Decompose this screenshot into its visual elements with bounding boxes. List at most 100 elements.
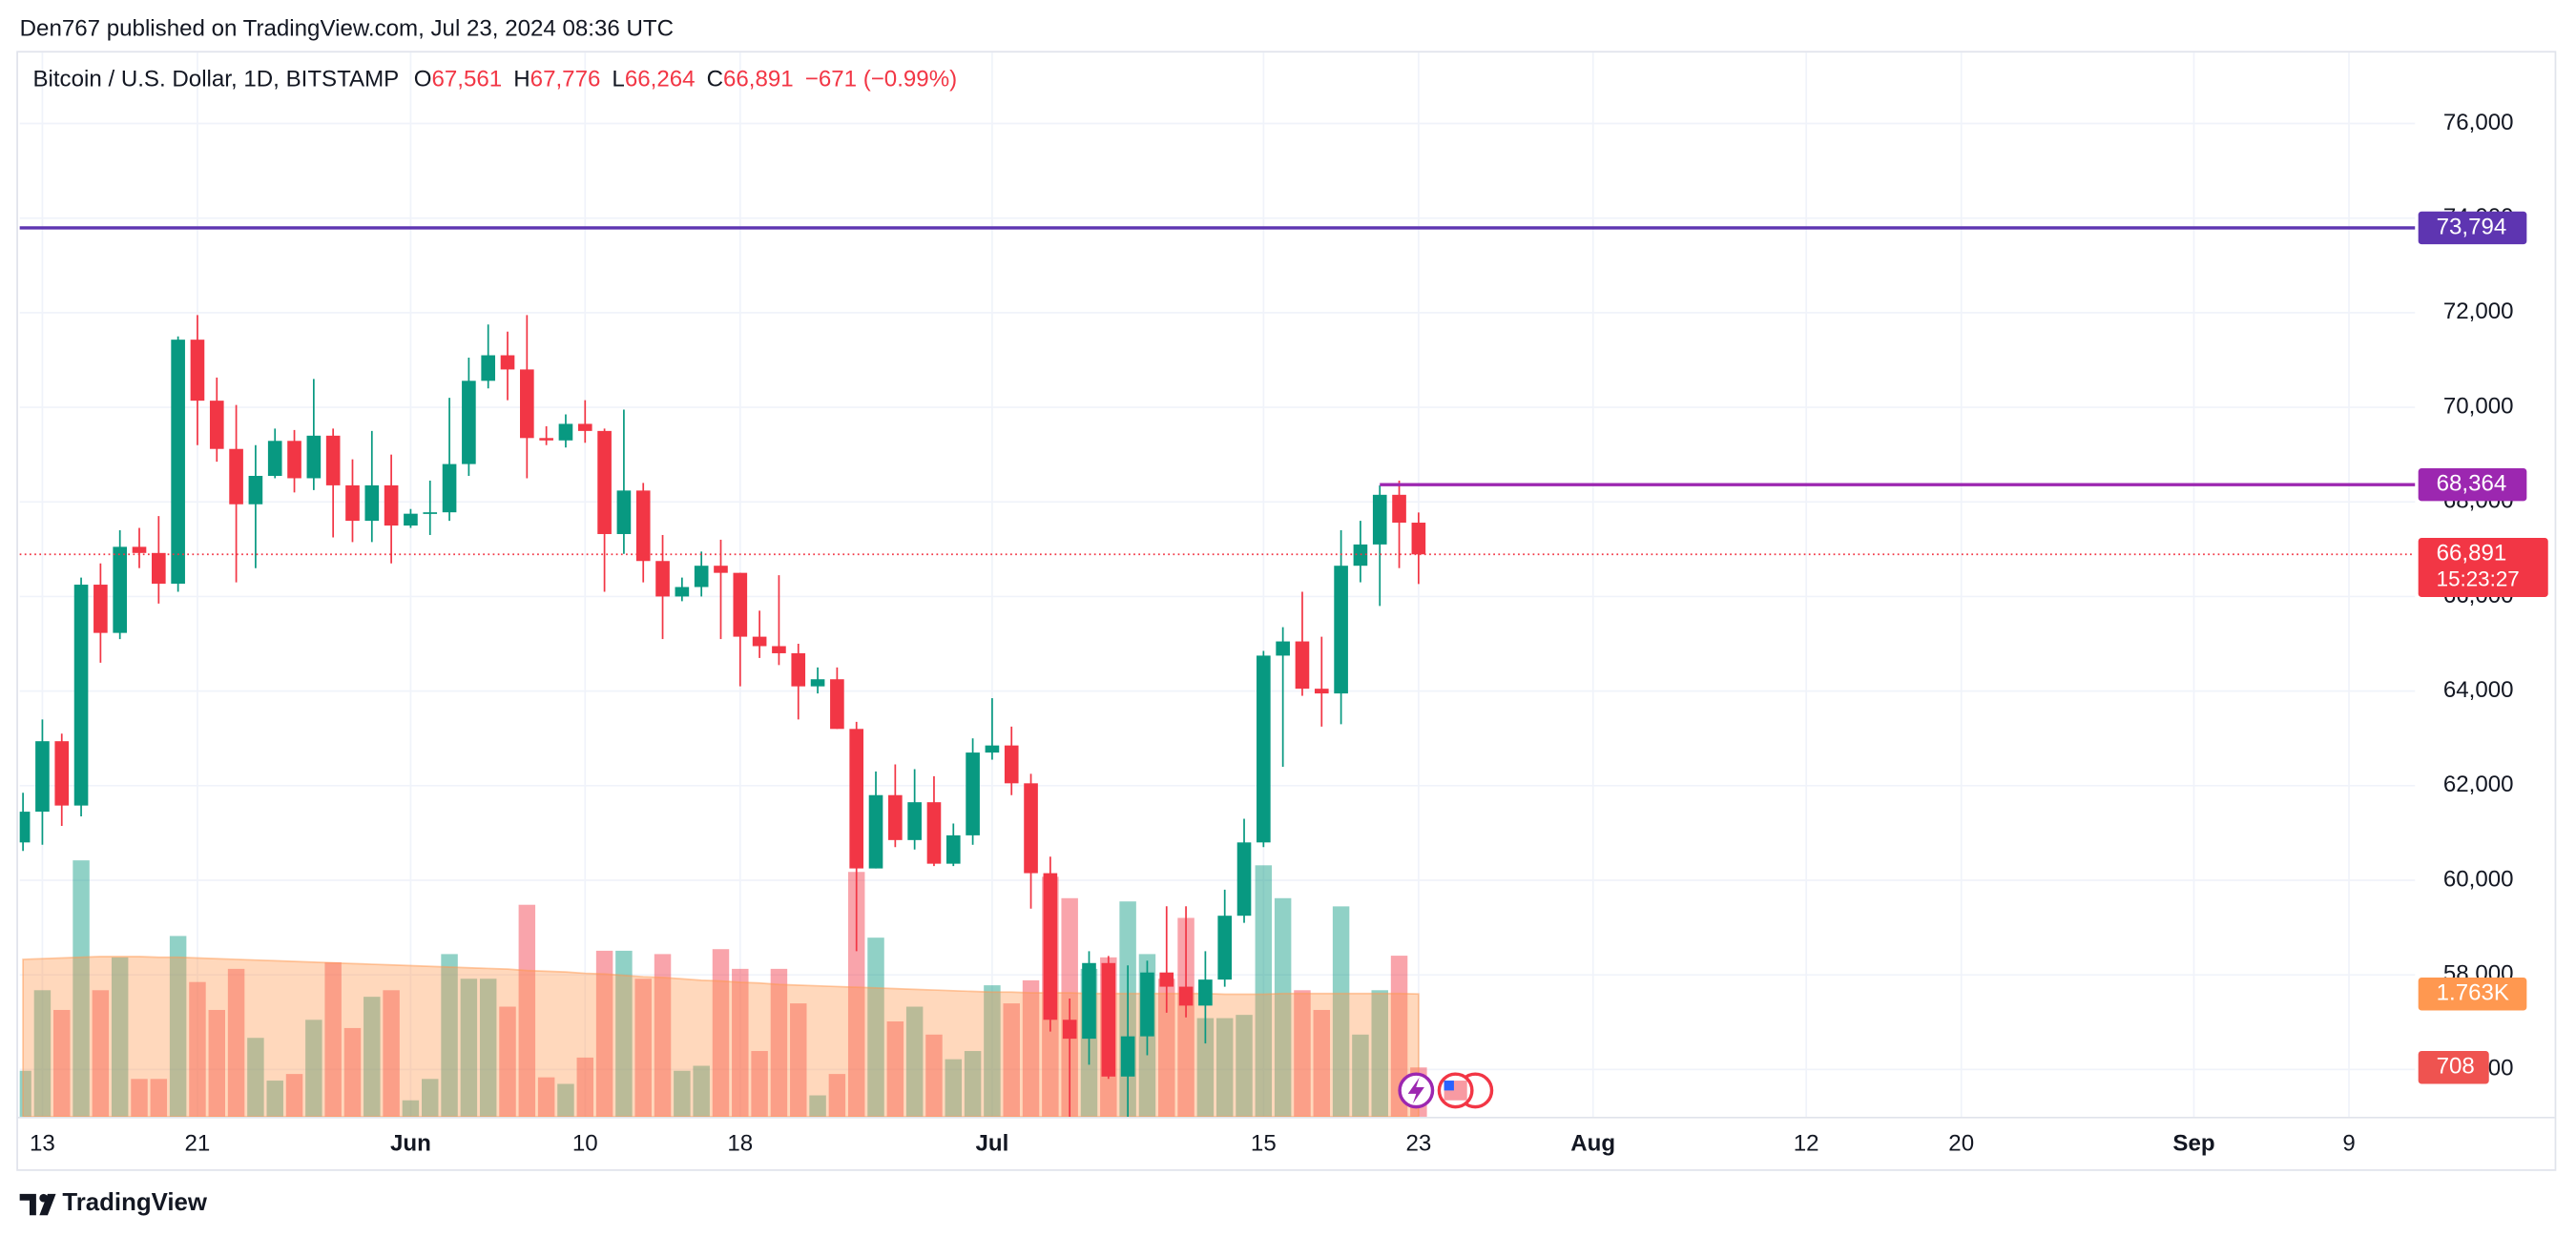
candle-body (19, 812, 31, 843)
levels (19, 226, 2416, 556)
header: Den767 published on TradingView.com, Jul… (20, 15, 674, 41)
candle-body (1372, 494, 1387, 545)
volume-bar (615, 950, 633, 1117)
volume-bar (712, 949, 730, 1117)
candle-body (287, 441, 301, 479)
x-tick-label: Aug (1570, 1131, 1615, 1157)
volume-bar (576, 1057, 594, 1117)
last-price-box (2418, 538, 2548, 598)
volume-bar (1390, 956, 1408, 1117)
x-tick-label: 18 (727, 1131, 753, 1157)
volume-bar (305, 1020, 322, 1117)
legend-value: 67,561 (432, 67, 503, 93)
legend-key: O (414, 67, 432, 93)
volume-bar (886, 1021, 904, 1117)
x-tick-label: 21 (185, 1131, 211, 1157)
volume-bar (1158, 978, 1175, 1117)
candle-body (1314, 689, 1329, 694)
frame (16, 51, 2557, 1171)
candle-body (714, 566, 728, 573)
volume-bar (1196, 1018, 1215, 1117)
volume-bar (984, 985, 1001, 1117)
candle-body (733, 572, 748, 637)
candle-body (1062, 1020, 1077, 1040)
volume-bar (189, 981, 206, 1117)
volume-label: 708 (2437, 1054, 2475, 1080)
volume-bar (92, 990, 110, 1117)
candle-body (772, 646, 786, 653)
volume-bar (499, 1006, 516, 1117)
candle-body (597, 430, 612, 534)
candle-body (209, 401, 224, 449)
volume-bar (905, 1006, 924, 1117)
volume-bar (790, 1003, 807, 1117)
candle-body (945, 834, 961, 864)
candle-body (791, 652, 806, 687)
candle-body (1334, 566, 1348, 694)
x-tick-label: Sep (2172, 1131, 2214, 1157)
x-tick-label: 15 (1251, 1131, 1277, 1157)
volume-bar (1352, 1034, 1369, 1117)
brand (19, 1193, 56, 1216)
volume-bar (33, 990, 52, 1117)
candle-body (113, 546, 128, 633)
candle-body (93, 585, 108, 633)
volume-bar (751, 1051, 768, 1117)
grid (19, 52, 2416, 1117)
candle-body (635, 490, 651, 562)
x-tick-label: 10 (572, 1131, 598, 1157)
volume-bar (169, 936, 187, 1117)
volume-bar (1294, 990, 1311, 1117)
candle-body (364, 484, 380, 522)
legend-value: 66,891 (723, 67, 794, 93)
candle-body (868, 794, 883, 869)
brand-name: TradingView (62, 1189, 207, 1216)
y-tick-label: 60,000 (2443, 866, 2514, 892)
y-tick-label: 62,000 (2443, 772, 2514, 797)
candle-body (539, 438, 553, 441)
volume-bar (441, 954, 458, 1117)
candle-body (404, 513, 418, 526)
candle-body (655, 561, 670, 597)
volume-bar (1236, 1015, 1253, 1117)
axes: 1321Jun1018Jul1523Aug1220Sep956,00058,00… (30, 110, 2548, 1157)
volume-bar (131, 1079, 148, 1117)
volume-bar (1255, 865, 1273, 1117)
volume-bar (73, 860, 90, 1117)
candle-body (577, 423, 592, 431)
candle-body (423, 512, 438, 514)
volume-bar (828, 1074, 846, 1117)
candle-body (1236, 842, 1252, 917)
candle-body (325, 435, 341, 485)
candle-body (132, 546, 147, 553)
candle-body (345, 484, 360, 522)
legend: Bitcoin / U.S. Dollar, 1D, BITSTAMP O67,5… (32, 67, 957, 93)
candle-body (966, 752, 980, 835)
candle-body (1043, 873, 1058, 1020)
candle-body (1159, 972, 1174, 987)
legend-key: C (707, 67, 723, 93)
volume-bar (925, 1034, 943, 1117)
candle-body (190, 340, 205, 402)
candle-body (1198, 979, 1213, 1006)
volume-bar (208, 1009, 226, 1117)
candle-body (481, 355, 496, 381)
candle-body (616, 490, 632, 534)
candle-body (849, 729, 864, 869)
candle-body (442, 464, 457, 513)
volume-ma-label: 1.763K (2437, 980, 2509, 1006)
y-tick-label: 72,000 (2443, 299, 2514, 324)
candle-body (520, 369, 534, 439)
volume-bar (227, 968, 245, 1117)
last-price-label: 66,891 (2437, 541, 2507, 566)
volume-bar (518, 904, 536, 1117)
volume-bar (402, 1100, 420, 1117)
legend-value: 66,264 (625, 67, 696, 93)
volume-bar (324, 962, 342, 1117)
candle-body (267, 441, 282, 476)
candle-body (1004, 745, 1019, 784)
volume-bar (343, 1027, 362, 1117)
